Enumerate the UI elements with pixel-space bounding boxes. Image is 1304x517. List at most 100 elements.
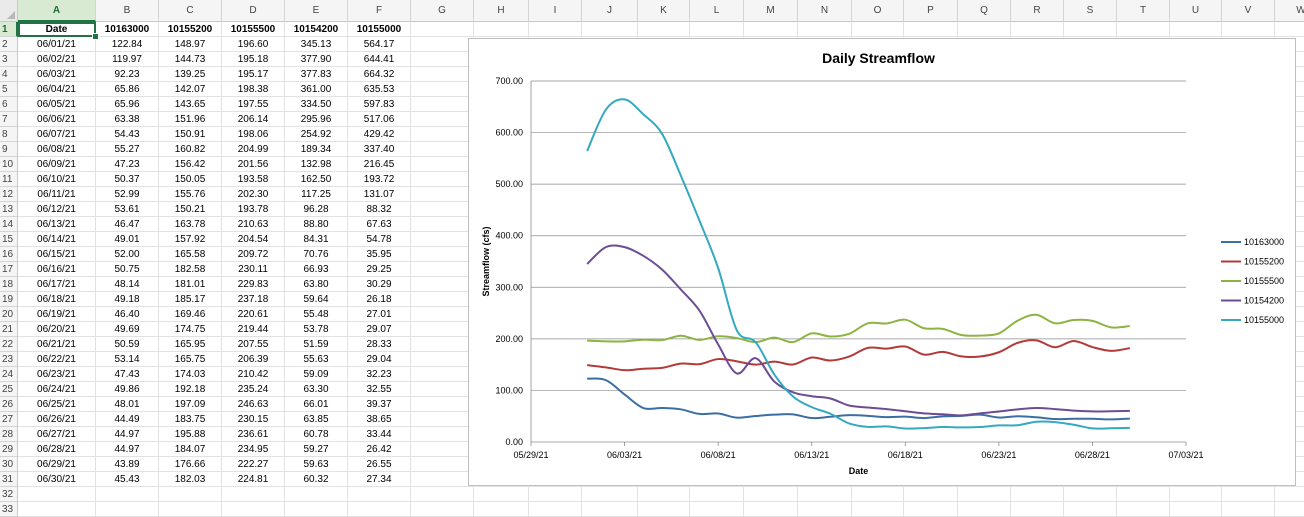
data-cell[interactable]: 06/11/21 bbox=[18, 187, 96, 202]
empty-cell[interactable] bbox=[474, 22, 529, 37]
fill-handle[interactable] bbox=[92, 33, 99, 40]
empty-cell[interactable] bbox=[411, 307, 474, 322]
empty-cell[interactable] bbox=[411, 52, 474, 67]
data-cell[interactable]: 209.72 bbox=[222, 247, 285, 262]
header-cell[interactable]: 10155500 bbox=[222, 22, 285, 37]
data-cell[interactable]: 06/15/21 bbox=[18, 247, 96, 262]
data-cell[interactable]: 597.83 bbox=[348, 97, 411, 112]
row-header-6[interactable]: 6 bbox=[0, 97, 18, 112]
empty-cell[interactable] bbox=[411, 157, 474, 172]
empty-cell[interactable] bbox=[411, 397, 474, 412]
column-header-d[interactable]: D bbox=[222, 0, 285, 22]
row-header-12[interactable]: 12 bbox=[0, 187, 18, 202]
header-cell[interactable]: 10163000 bbox=[96, 22, 159, 37]
data-cell[interactable]: 193.78 bbox=[222, 202, 285, 217]
data-cell[interactable]: 27.34 bbox=[348, 472, 411, 487]
data-cell[interactable]: 06/09/21 bbox=[18, 157, 96, 172]
empty-cell[interactable] bbox=[411, 217, 474, 232]
empty-cell[interactable] bbox=[1117, 487, 1170, 502]
data-cell[interactable]: 63.85 bbox=[285, 412, 348, 427]
data-cell[interactable]: 92.23 bbox=[96, 67, 159, 82]
empty-cell[interactable] bbox=[411, 367, 474, 382]
data-cell[interactable]: 06/05/21 bbox=[18, 97, 96, 112]
data-cell[interactable]: 35.95 bbox=[348, 247, 411, 262]
data-cell[interactable]: 44.97 bbox=[96, 442, 159, 457]
empty-cell[interactable] bbox=[690, 22, 744, 37]
column-header-s[interactable]: S bbox=[1064, 0, 1117, 22]
data-cell[interactable]: 65.86 bbox=[96, 82, 159, 97]
data-cell[interactable]: 27.01 bbox=[348, 307, 411, 322]
empty-cell[interactable] bbox=[411, 277, 474, 292]
data-cell[interactable]: 150.21 bbox=[159, 202, 222, 217]
empty-cell[interactable] bbox=[1170, 22, 1222, 37]
column-header-n[interactable]: N bbox=[798, 0, 852, 22]
row-header-5[interactable]: 5 bbox=[0, 82, 18, 97]
data-cell[interactable]: 117.25 bbox=[285, 187, 348, 202]
row-header-20[interactable]: 20 bbox=[0, 307, 18, 322]
data-cell[interactable]: 142.07 bbox=[159, 82, 222, 97]
data-cell[interactable]: 06/24/21 bbox=[18, 382, 96, 397]
column-header-a[interactable]: A bbox=[18, 0, 96, 22]
empty-cell[interactable] bbox=[904, 22, 958, 37]
data-cell[interactable]: 235.24 bbox=[222, 382, 285, 397]
empty-cell[interactable] bbox=[958, 487, 1011, 502]
empty-cell[interactable] bbox=[411, 457, 474, 472]
column-header-j[interactable]: J bbox=[582, 0, 638, 22]
data-cell[interactable]: 189.34 bbox=[285, 142, 348, 157]
data-cell[interactable]: 361.00 bbox=[285, 82, 348, 97]
data-cell[interactable]: 06/20/21 bbox=[18, 322, 96, 337]
data-cell[interactable]: 246.63 bbox=[222, 397, 285, 412]
data-cell[interactable]: 60.78 bbox=[285, 427, 348, 442]
empty-cell[interactable] bbox=[1222, 22, 1275, 37]
data-cell[interactable]: 220.61 bbox=[222, 307, 285, 322]
column-header-w[interactable]: W bbox=[1275, 0, 1304, 22]
empty-cell[interactable] bbox=[411, 487, 474, 502]
data-cell[interactable]: 193.58 bbox=[222, 172, 285, 187]
data-cell[interactable]: 44.97 bbox=[96, 427, 159, 442]
row-header-31[interactable]: 31 bbox=[0, 472, 18, 487]
data-cell[interactable]: 204.99 bbox=[222, 142, 285, 157]
data-cell[interactable]: 169.46 bbox=[159, 307, 222, 322]
column-header-f[interactable]: F bbox=[348, 0, 411, 22]
data-cell[interactable]: 55.27 bbox=[96, 142, 159, 157]
data-cell[interactable]: 49.69 bbox=[96, 322, 159, 337]
data-cell[interactable]: 50.37 bbox=[96, 172, 159, 187]
data-cell[interactable]: 210.42 bbox=[222, 367, 285, 382]
empty-cell[interactable] bbox=[1275, 22, 1304, 37]
data-cell[interactable]: 151.96 bbox=[159, 112, 222, 127]
column-header-i[interactable]: I bbox=[529, 0, 582, 22]
data-cell[interactable]: 53.61 bbox=[96, 202, 159, 217]
data-cell[interactable]: 84.31 bbox=[285, 232, 348, 247]
data-cell[interactable]: 51.59 bbox=[285, 337, 348, 352]
data-cell[interactable]: 429.42 bbox=[348, 127, 411, 142]
column-header-v[interactable]: V bbox=[1222, 0, 1275, 22]
data-cell[interactable]: 183.75 bbox=[159, 412, 222, 427]
data-cell[interactable]: 55.48 bbox=[285, 307, 348, 322]
data-cell[interactable]: 29.25 bbox=[348, 262, 411, 277]
column-header-q[interactable]: Q bbox=[958, 0, 1011, 22]
data-cell[interactable]: 150.05 bbox=[159, 172, 222, 187]
empty-cell[interactable] bbox=[411, 37, 474, 52]
data-cell[interactable]: 131.07 bbox=[348, 187, 411, 202]
data-cell[interactable]: 88.32 bbox=[348, 202, 411, 217]
data-cell[interactable]: 59.09 bbox=[285, 367, 348, 382]
data-cell[interactable]: 195.88 bbox=[159, 427, 222, 442]
empty-cell[interactable] bbox=[1275, 472, 1304, 487]
row-header-8[interactable]: 8 bbox=[0, 127, 18, 142]
row-header-28[interactable]: 28 bbox=[0, 427, 18, 442]
data-cell[interactable]: 06/13/21 bbox=[18, 217, 96, 232]
empty-cell[interactable] bbox=[411, 202, 474, 217]
data-cell[interactable]: 143.65 bbox=[159, 97, 222, 112]
data-cell[interactable]: 06/10/21 bbox=[18, 172, 96, 187]
streamflow-chart[interactable]: Daily Streamflow 0.00 100.00 200.00 300.00 40… bbox=[468, 38, 1296, 486]
data-cell[interactable]: 160.82 bbox=[159, 142, 222, 157]
data-cell[interactable]: 635.53 bbox=[348, 82, 411, 97]
empty-cell[interactable] bbox=[529, 487, 582, 502]
empty-cell[interactable] bbox=[411, 82, 474, 97]
data-cell[interactable]: 174.03 bbox=[159, 367, 222, 382]
data-cell[interactable]: 06/28/21 bbox=[18, 442, 96, 457]
data-cell[interactable]: 564.17 bbox=[348, 37, 411, 52]
data-cell[interactable]: 337.40 bbox=[348, 142, 411, 157]
row-header-15[interactable]: 15 bbox=[0, 232, 18, 247]
data-cell[interactable]: 06/12/21 bbox=[18, 202, 96, 217]
